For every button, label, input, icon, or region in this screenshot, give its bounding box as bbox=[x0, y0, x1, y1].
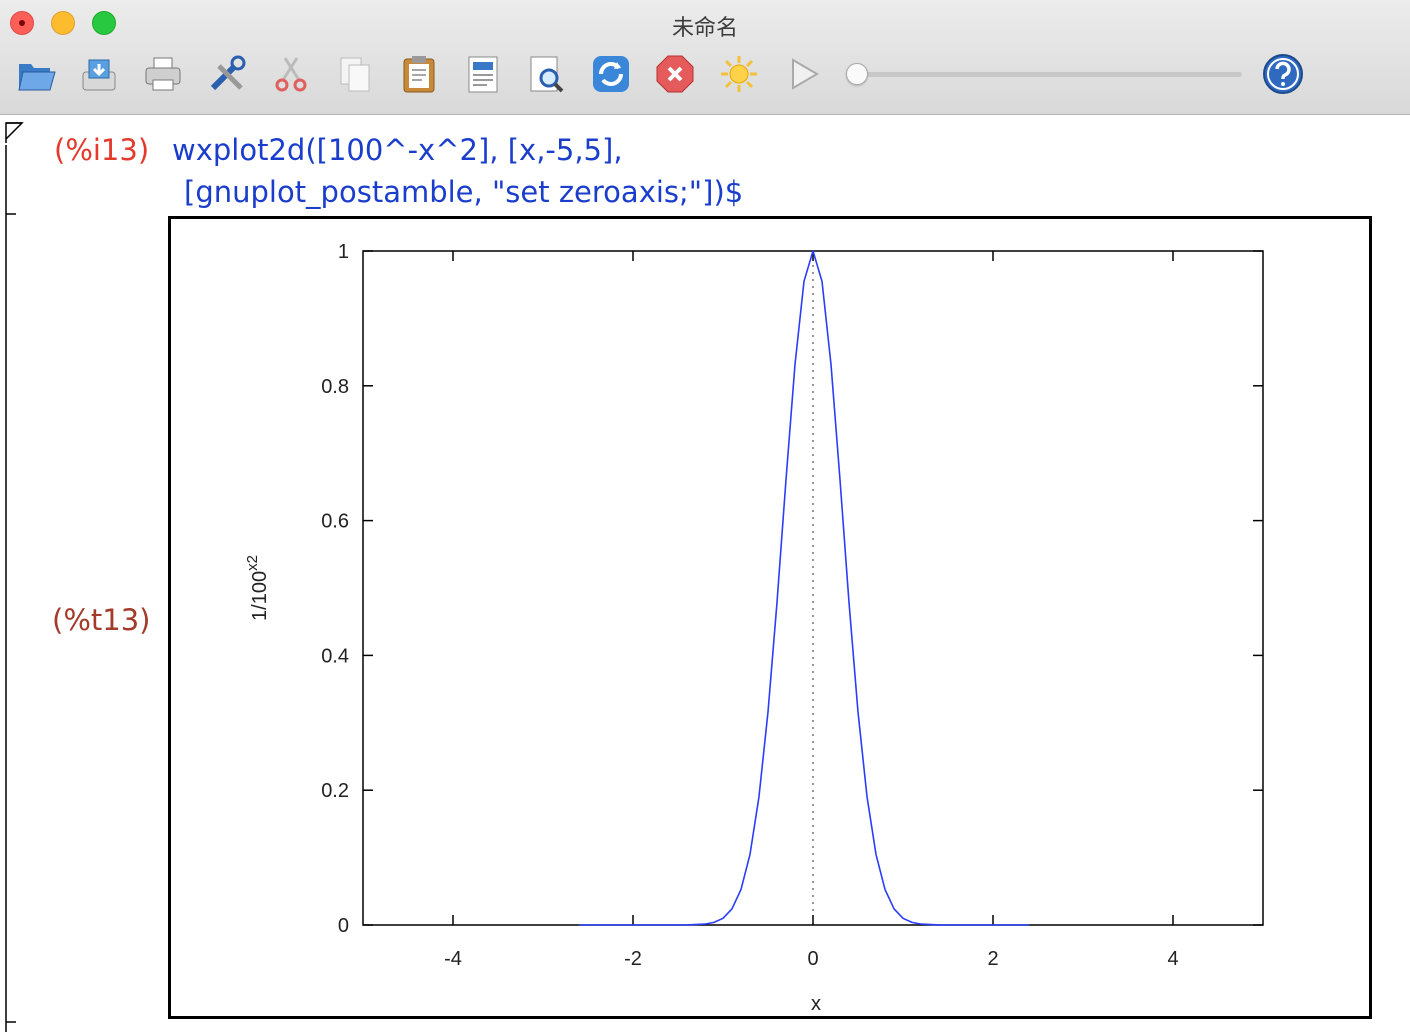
open-button[interactable] bbox=[14, 52, 58, 96]
y-tick-label: 0.4 bbox=[321, 645, 349, 667]
title-bar: 未命名 bbox=[0, 0, 1410, 115]
play-icon bbox=[792, 58, 819, 90]
help-button[interactable] bbox=[1261, 52, 1305, 96]
output-prompt-label: (%t13) bbox=[52, 603, 151, 637]
y-tick-label: 0.6 bbox=[321, 511, 349, 533]
x-tick-label: 4 bbox=[1167, 948, 1178, 970]
x-axis-label: x bbox=[811, 993, 821, 1015]
cell-bracket[interactable] bbox=[0, 115, 30, 1032]
animation-slider[interactable] bbox=[846, 63, 1242, 85]
cut-icon bbox=[275, 57, 307, 92]
cut-button[interactable] bbox=[269, 52, 313, 96]
y-tick-label: 1 bbox=[338, 241, 349, 263]
play-button[interactable] bbox=[781, 52, 825, 96]
series-line-0 bbox=[579, 250, 1029, 926]
zoom-window-button[interactable] bbox=[92, 11, 116, 35]
find-button[interactable] bbox=[525, 52, 569, 96]
y-tick-label: 0 bbox=[338, 915, 349, 937]
y-axis-label: 1/100x2 bbox=[244, 555, 271, 621]
print-button[interactable] bbox=[141, 52, 185, 96]
worksheet[interactable]: (%i13) wxplot2d([100^-x^2], [x,-5,5], [g… bbox=[0, 115, 1410, 1032]
open-icon bbox=[18, 64, 56, 91]
y-tick-label: 0.8 bbox=[321, 376, 349, 398]
animation-icon bbox=[721, 56, 757, 92]
save-icon bbox=[82, 59, 116, 91]
save-button[interactable] bbox=[77, 52, 121, 96]
x-tick-label: -4 bbox=[444, 948, 462, 970]
copy-button[interactable] bbox=[333, 52, 377, 96]
plot-output: -4 -2 0 2 4 0 0.2 0.4 0.6 0.8 1 x 1/100x2 bbox=[168, 216, 1372, 1019]
x-tick-label: -2 bbox=[624, 948, 642, 970]
select-all-button[interactable] bbox=[461, 52, 505, 96]
help-icon bbox=[1263, 54, 1303, 94]
preferences-icon bbox=[210, 55, 246, 91]
plot-svg: -4 -2 0 2 4 0 0.2 0.4 0.6 0.8 1 x 1/100x2 bbox=[244, 241, 1264, 1015]
restart-icon bbox=[593, 56, 629, 92]
preferences-button[interactable] bbox=[205, 52, 249, 96]
interrupt-button[interactable] bbox=[653, 52, 697, 96]
paste-button[interactable] bbox=[397, 52, 441, 96]
find-icon bbox=[530, 56, 564, 93]
paste-icon bbox=[403, 56, 435, 93]
y-tick-label: 0.2 bbox=[321, 780, 349, 802]
animation-button[interactable] bbox=[717, 52, 761, 96]
slider-knob[interactable] bbox=[846, 63, 868, 85]
select-all-icon bbox=[468, 56, 498, 93]
copy-icon bbox=[340, 57, 370, 92]
input-prompt-label: (%i13) bbox=[54, 133, 150, 167]
print-icon bbox=[145, 57, 181, 91]
minimize-window-button[interactable] bbox=[51, 11, 75, 35]
restart-button[interactable] bbox=[589, 52, 633, 96]
x-tick-label: 2 bbox=[987, 948, 998, 970]
close-window-button[interactable] bbox=[10, 11, 34, 35]
slider-track bbox=[854, 72, 1242, 77]
x-tick-label: 0 bbox=[807, 948, 818, 970]
input-code-line-1[interactable]: wxplot2d([100^-x^2], [x,-5,5], bbox=[172, 133, 623, 167]
input-code-line-2[interactable]: [gnuplot_postamble, "set zeroaxis;"])$ bbox=[184, 175, 744, 209]
window-title: 未命名 bbox=[671, 16, 738, 41]
interrupt-icon bbox=[656, 55, 694, 93]
